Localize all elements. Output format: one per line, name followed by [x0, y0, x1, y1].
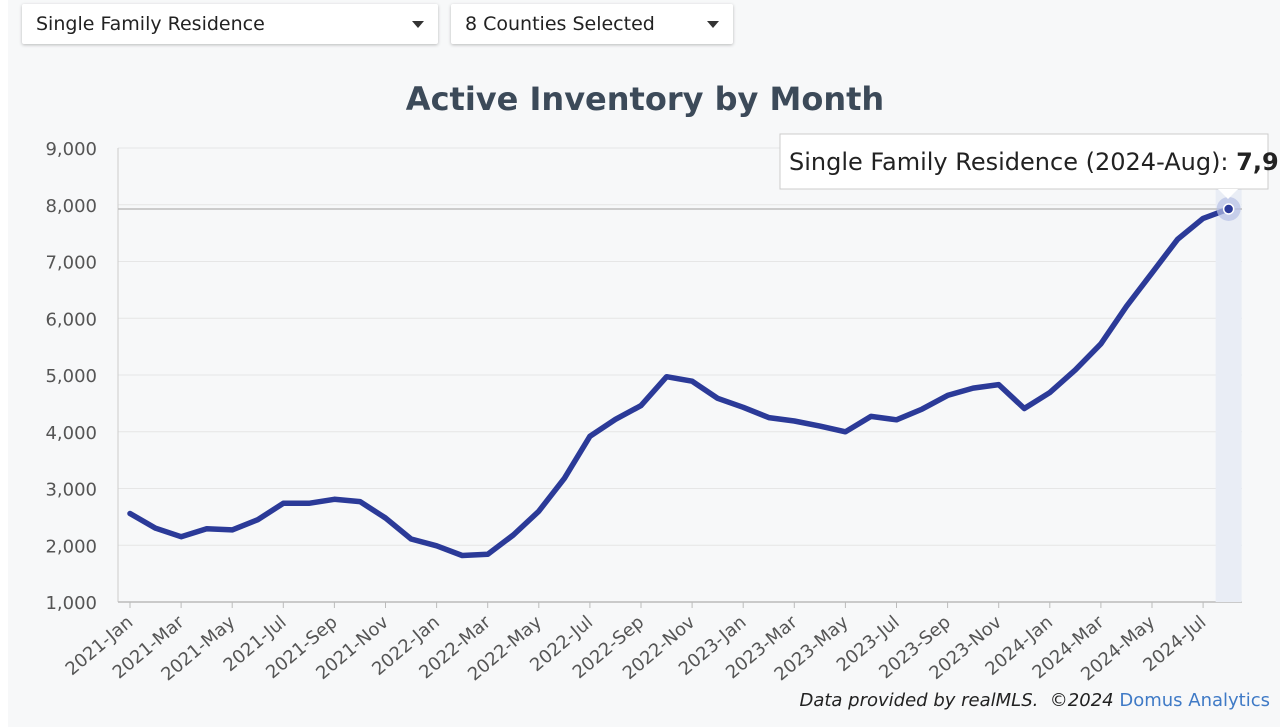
- property-type-value: Single Family Residence: [36, 13, 265, 35]
- tooltip-box: [779, 133, 1269, 190]
- y-tick-label: 1,000: [45, 593, 97, 614]
- series-line-layer: [127, 196, 1241, 559]
- chevron-down-icon: [412, 20, 424, 28]
- grid-lines: [117, 147, 1242, 603]
- hover-highlight: [118, 148, 1242, 602]
- property-type-dropdown[interactable]: Single Family Residence: [22, 4, 438, 44]
- county-dropdown[interactable]: 8 Counties Selected: [451, 4, 733, 44]
- hover-point[interactable]: [1222, 203, 1235, 215]
- x-axis: 2021-Jan2021-Mar2021-May2021-Jul2021-Sep…: [62, 602, 1210, 685]
- tooltip-period: 2024-Aug: [1095, 148, 1211, 176]
- chevron-down-icon: [707, 20, 719, 28]
- copyright: ©2024: [1049, 690, 1114, 711]
- county-value: 8 Counties Selected: [465, 13, 655, 35]
- y-tick-label: 5,000: [45, 366, 97, 387]
- y-tick-label: 3,000: [45, 480, 97, 501]
- brand-link[interactable]: Domus Analytics: [1119, 690, 1270, 711]
- series-line: [127, 206, 1232, 559]
- tooltip-pointer: [1218, 189, 1238, 199]
- tooltip: Single Family Residence (2024-Aug): 7,92…: [779, 133, 1280, 199]
- footer-credit: Data provided by realMLS. ©2024 Domus An…: [799, 690, 1270, 711]
- highlight-band: [1215, 148, 1242, 602]
- y-tick-label: 6,000: [45, 309, 97, 330]
- tooltip-series: Single Family Residence: [789, 148, 1078, 176]
- y-tick-label: 9,000: [45, 139, 97, 160]
- y-tick-label: 2,000: [45, 536, 97, 557]
- y-axis: 1,000 2,000 3,000 4,000 5,000 6,000 7,000 8,000…: [45, 139, 97, 614]
- y-tick-label: 4,000: [45, 423, 97, 444]
- tooltip-text: Single Family Residence (2024-Aug): 7,92…: [789, 148, 1280, 176]
- tooltip-value: 7,926: [1236, 148, 1280, 176]
- y-tick-label: 8,000: [45, 196, 97, 217]
- data-credit: Data provided by realMLS.: [799, 690, 1039, 711]
- chart-title: Active Inventory by Month: [406, 80, 884, 118]
- chart-panel: [8, 0, 1280, 727]
- y-tick-label: 7,000: [45, 253, 97, 274]
